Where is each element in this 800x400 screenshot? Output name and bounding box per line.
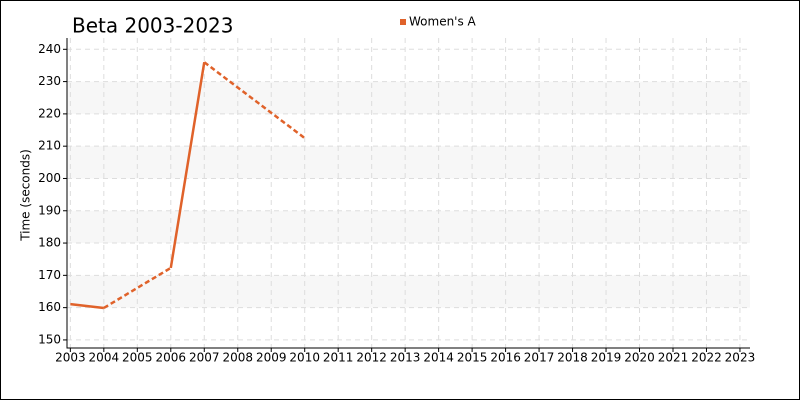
x-tick-label: 2020 [624, 351, 655, 365]
x-tick-label: 2013 [390, 351, 421, 365]
x-tick-label: 2018 [557, 351, 588, 365]
legend-swatch [400, 19, 406, 25]
x-tick-label: 2010 [289, 351, 320, 365]
grid-band [67, 146, 750, 179]
x-tick-label: 2004 [89, 351, 120, 365]
x-tick-label: 2012 [356, 351, 387, 365]
x-tick-label: 2022 [691, 351, 722, 365]
x-tick-label: 2009 [256, 351, 287, 365]
line [70, 302, 104, 310]
y-tick-label: 210 [38, 139, 61, 153]
x-tick-label: 2021 [658, 351, 689, 365]
y-tick-label: 240 [38, 42, 61, 56]
grid-band [67, 210, 750, 244]
y-tick-label: 150 [38, 332, 61, 346]
grid-band [67, 275, 750, 308]
legend-label: Women's A [409, 15, 477, 29]
x-tick-label: 2014 [423, 351, 454, 365]
x-tick-label: 2007 [189, 351, 220, 365]
x-tick-label: 2016 [490, 351, 521, 365]
y-tick-label: 200 [38, 171, 61, 185]
grid-band [67, 81, 750, 114]
x-tick-label: 2005 [122, 351, 153, 365]
x-tick-label: 2017 [524, 351, 555, 365]
x-tick-label: 2023 [725, 351, 756, 365]
y-tick-label: 230 [38, 74, 61, 88]
x-tick-label: 2008 [222, 351, 253, 365]
axes [66, 38, 750, 349]
x-tick-label: 2006 [156, 351, 187, 365]
line [169, 62, 206, 269]
chart-title: Beta 2003-2023 [72, 14, 234, 38]
y-tick-label: 180 [38, 236, 61, 250]
x-tick-label: 2019 [591, 351, 622, 365]
y-tick-label: 190 [38, 203, 61, 217]
y-axis-label: Time (seconds) [19, 149, 33, 242]
x-tick-label: 2011 [323, 351, 354, 365]
y-tick-label: 160 [38, 300, 61, 314]
y-tick-label: 170 [38, 268, 61, 282]
x-tick-label: 2003 [55, 351, 86, 365]
x-tick-label: 2015 [457, 351, 488, 365]
gap-bridge [203, 61, 306, 140]
y-tick-label: 220 [38, 106, 61, 120]
gap-bridge [103, 266, 172, 310]
